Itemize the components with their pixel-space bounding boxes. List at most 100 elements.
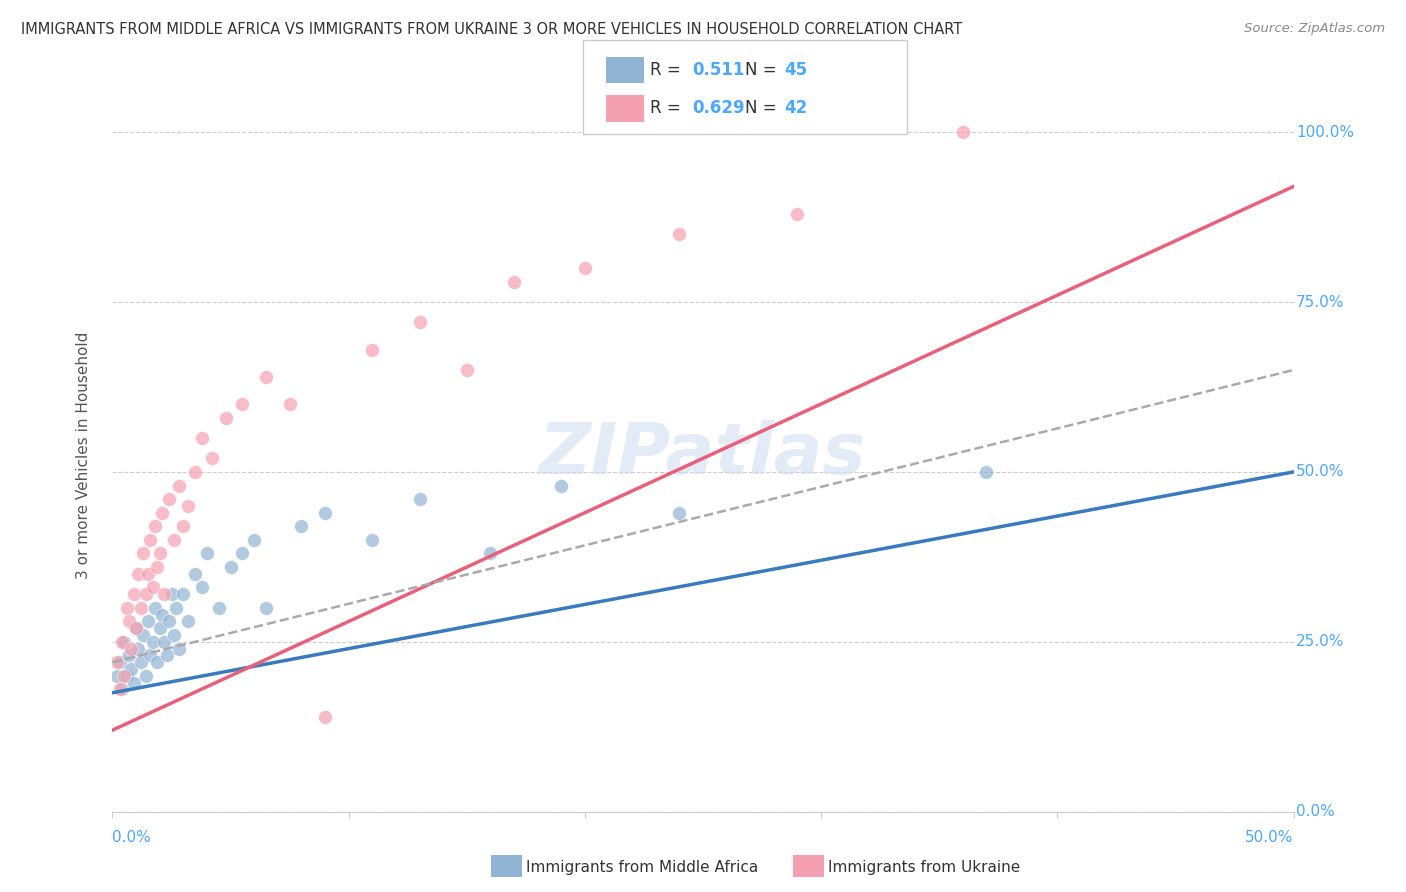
Point — [231, 546, 253, 560]
Point — [191, 431, 214, 445]
Point — [127, 566, 149, 581]
Point — [136, 615, 159, 629]
Point — [163, 533, 186, 547]
Point — [550, 478, 572, 492]
Point — [115, 669, 138, 683]
Point — [408, 315, 430, 329]
Point — [243, 533, 266, 547]
Point — [456, 363, 478, 377]
Point — [135, 587, 157, 601]
Point — [976, 465, 998, 479]
Point — [143, 519, 166, 533]
Text: N =: N = — [745, 99, 782, 117]
Point — [278, 397, 301, 411]
Point — [149, 546, 172, 560]
Point — [146, 560, 169, 574]
Point — [479, 546, 502, 560]
Text: 45: 45 — [785, 61, 807, 79]
Point — [184, 566, 207, 581]
Text: 0.0%: 0.0% — [112, 830, 152, 845]
Text: 100.0%: 100.0% — [1296, 125, 1354, 140]
Point — [146, 655, 169, 669]
Point — [135, 669, 157, 683]
Point — [668, 506, 690, 520]
Text: ZIPatlas: ZIPatlas — [540, 420, 866, 490]
Point — [157, 615, 180, 629]
Text: Source: ZipAtlas.com: Source: ZipAtlas.com — [1244, 22, 1385, 36]
Point — [150, 607, 173, 622]
Point — [952, 125, 974, 139]
Point — [139, 533, 162, 547]
Point — [122, 587, 145, 601]
Point — [177, 499, 200, 513]
Point — [786, 207, 808, 221]
Point — [125, 621, 148, 635]
Point — [112, 635, 135, 649]
Point — [361, 343, 384, 357]
Text: 50.0%: 50.0% — [1296, 465, 1344, 479]
Point — [503, 275, 526, 289]
Point — [149, 621, 172, 635]
Point — [115, 600, 138, 615]
Point — [314, 709, 336, 723]
Text: Immigrants from Middle Africa: Immigrants from Middle Africa — [526, 860, 758, 874]
Point — [132, 628, 155, 642]
Point — [201, 451, 224, 466]
Point — [143, 600, 166, 615]
Point — [122, 675, 145, 690]
Point — [111, 682, 134, 697]
Point — [111, 635, 134, 649]
Point — [191, 581, 214, 595]
Point — [105, 669, 128, 683]
Point — [167, 641, 190, 656]
Point — [120, 662, 142, 676]
Point — [254, 600, 277, 615]
Point — [167, 478, 190, 492]
Point — [125, 621, 148, 635]
Point — [153, 587, 176, 601]
Point — [118, 648, 141, 663]
Text: 0.0%: 0.0% — [1296, 805, 1334, 819]
Point — [254, 369, 277, 384]
Text: Immigrants from Ukraine: Immigrants from Ukraine — [828, 860, 1021, 874]
Point — [108, 655, 131, 669]
Point — [290, 519, 312, 533]
Text: R =: R = — [650, 61, 686, 79]
Point — [127, 641, 149, 656]
Point — [231, 397, 253, 411]
Text: 75.0%: 75.0% — [1296, 294, 1344, 310]
Point — [150, 506, 173, 520]
Point — [172, 587, 194, 601]
Point — [408, 492, 430, 507]
Point — [157, 492, 180, 507]
Point — [129, 600, 152, 615]
Point — [118, 615, 141, 629]
Text: IMMIGRANTS FROM MIDDLE AFRICA VS IMMIGRANTS FROM UKRAINE 3 OR MORE VEHICLES IN H: IMMIGRANTS FROM MIDDLE AFRICA VS IMMIGRA… — [21, 22, 962, 37]
Point — [139, 648, 162, 663]
Point — [142, 581, 165, 595]
Point — [105, 655, 128, 669]
Y-axis label: 3 or more Vehicles in Household: 3 or more Vehicles in Household — [76, 331, 91, 579]
Text: 0.511: 0.511 — [692, 61, 744, 79]
Point — [163, 628, 186, 642]
Point — [108, 682, 131, 697]
Point — [219, 560, 242, 574]
Text: 25.0%: 25.0% — [1296, 634, 1344, 649]
Point — [208, 600, 231, 615]
Text: 0.629: 0.629 — [692, 99, 744, 117]
Point — [361, 533, 384, 547]
Point — [195, 546, 218, 560]
Point — [314, 506, 336, 520]
Point — [153, 635, 176, 649]
Point — [172, 519, 194, 533]
Point — [177, 615, 200, 629]
Point — [156, 648, 179, 663]
Point — [129, 655, 152, 669]
Point — [132, 546, 155, 560]
Point — [136, 566, 159, 581]
Point — [120, 641, 142, 656]
Point — [112, 669, 135, 683]
Text: N =: N = — [745, 61, 782, 79]
Text: 42: 42 — [785, 99, 808, 117]
Point — [142, 635, 165, 649]
